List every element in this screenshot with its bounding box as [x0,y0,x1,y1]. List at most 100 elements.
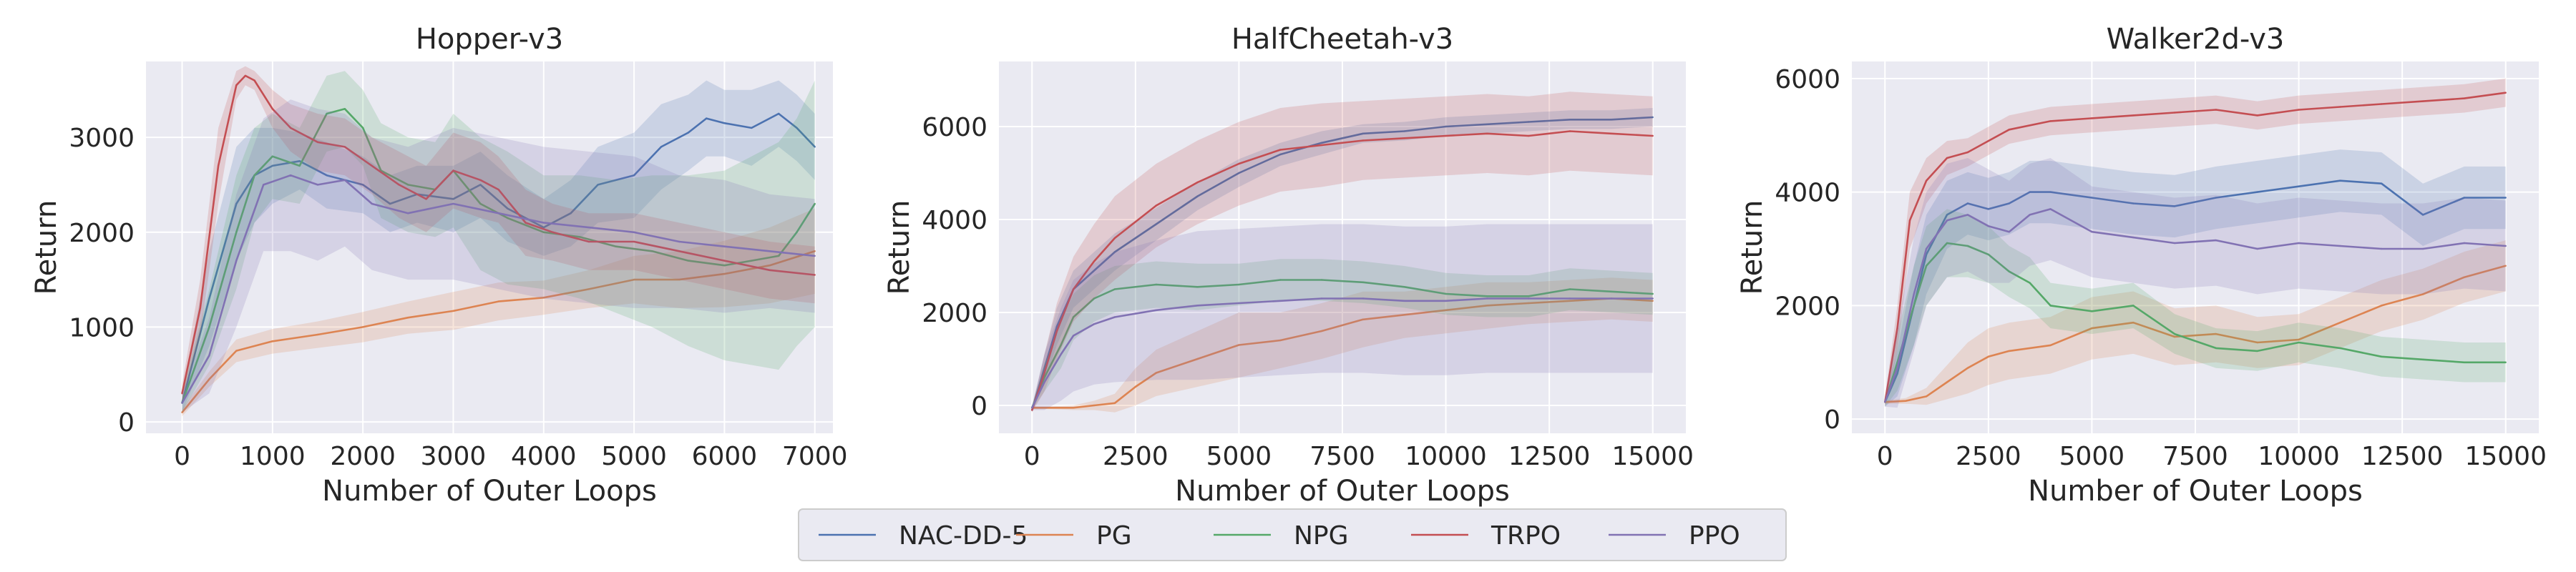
point-pg [1113,402,1116,404]
point-trpo [525,222,527,224]
point-nac-dd-5 [1155,223,1158,225]
point-nac-dd-5 [1925,253,1928,256]
point-trpo [1155,204,1158,207]
point-nac-dd-5 [1238,172,1240,174]
point-npg [615,245,617,247]
y-tick-label: 6000 [922,113,987,142]
y-axis-label: Return [1736,200,1769,295]
line-trpo [181,74,815,394]
point-npg [1403,286,1405,288]
point-npg [2421,358,2424,360]
point-ppo [497,212,499,214]
legend-label-trpo: TRPO [1491,521,1561,551]
point-ppo [1320,297,1323,300]
x-tick-label: 3000 [421,442,487,471]
point-nac-dd-5 [2381,182,2383,184]
x-tick-label: 0 [1024,442,1040,471]
point-npg [1652,292,1654,295]
point-pg [1362,318,1365,320]
point-pg [271,340,273,342]
point-nac-dd-5 [2298,185,2300,187]
point-trpo [814,274,816,276]
point-ppo [1403,300,1405,302]
point-npg [253,174,255,177]
point-ppo [633,231,635,233]
band-nac-dd-5 [182,80,815,413]
point-nac-dd-5 [1093,270,1096,272]
point-ppo [2339,245,2341,247]
point-pg [587,288,590,290]
band-npg [182,71,815,413]
point-npg [1966,245,1969,247]
point-npg [1279,279,1282,281]
y-tick-label: 0 [971,392,987,421]
point-trpo [181,393,183,395]
point-ppo [2173,242,2176,245]
band-nac-dd-5 [1885,149,2506,407]
point-ppo [452,202,454,205]
point-ppo [1155,309,1158,311]
point-pg [2504,265,2507,267]
point-trpo [1966,151,1969,154]
x-tick-label: 12500 [1508,442,1591,471]
point-npg [542,231,545,233]
point-ppo [2091,231,2093,233]
point-ppo [1966,214,1969,216]
point-ppo [2132,236,2135,239]
x-tick-label: 2000 [330,442,396,471]
band-pg [182,208,815,417]
point-nac-dd-5 [1568,119,1571,121]
point-ppo [235,260,238,262]
point-ppo [2421,247,2424,250]
point-trpo [1320,144,1323,147]
point-npg [1946,242,1948,245]
point-npg [579,236,581,238]
point-npg [1925,265,1928,267]
x-tick-label: 0 [174,442,190,471]
point-trpo [235,84,238,87]
point-nac-dd-5 [778,112,780,115]
point-trpo [2256,114,2258,117]
point-ppo [1946,220,1948,222]
point-nac-dd-5 [597,184,599,186]
point-npg [1320,279,1323,281]
point-ppo [2463,242,2466,245]
point-trpo [1445,134,1447,137]
point-pg [1486,305,1488,307]
point-npg [651,250,653,252]
point-trpo [2421,100,2424,102]
x-axis-label: Number of Outer Loops [2028,475,2363,508]
point-trpo [2132,114,2135,117]
point-npg [1196,286,1199,288]
point-pg [316,333,319,336]
point-ppo [1913,293,1915,295]
point-trpo [2463,97,2466,99]
point-npg [1060,344,1062,346]
point-npg [343,108,346,110]
point-ppo [371,202,373,205]
point-trpo [1908,220,1911,222]
point-nac-dd-5 [2091,197,2093,199]
y-tick-label: 0 [118,408,135,438]
point-nac-dd-5 [1987,208,1989,210]
point-pg [1568,300,1571,302]
point-ppo [1652,297,1654,300]
point-nac-dd-5 [271,164,273,167]
point-ppo [542,222,545,224]
point-pg [2173,335,2176,338]
legend-box [798,508,1787,561]
legend: NAC-DD-5 PG NPG TRPO PPO [798,508,1787,561]
point-nac-dd-5 [1403,130,1405,132]
point-nac-dd-5 [1896,373,1898,375]
point-trpo [316,141,319,143]
point-trpo [1486,132,1488,134]
point-ppo [1031,407,1033,409]
chart-title: Walker2d-v3 [2107,23,2285,56]
point-ppo [407,212,409,214]
point-trpo [1946,157,1948,159]
point-pg [1320,330,1323,332]
point-ppo [1060,353,1062,355]
x-tick-label: 7500 [2162,442,2228,471]
point-trpo [1238,162,1240,165]
point-pg [1196,358,1199,360]
